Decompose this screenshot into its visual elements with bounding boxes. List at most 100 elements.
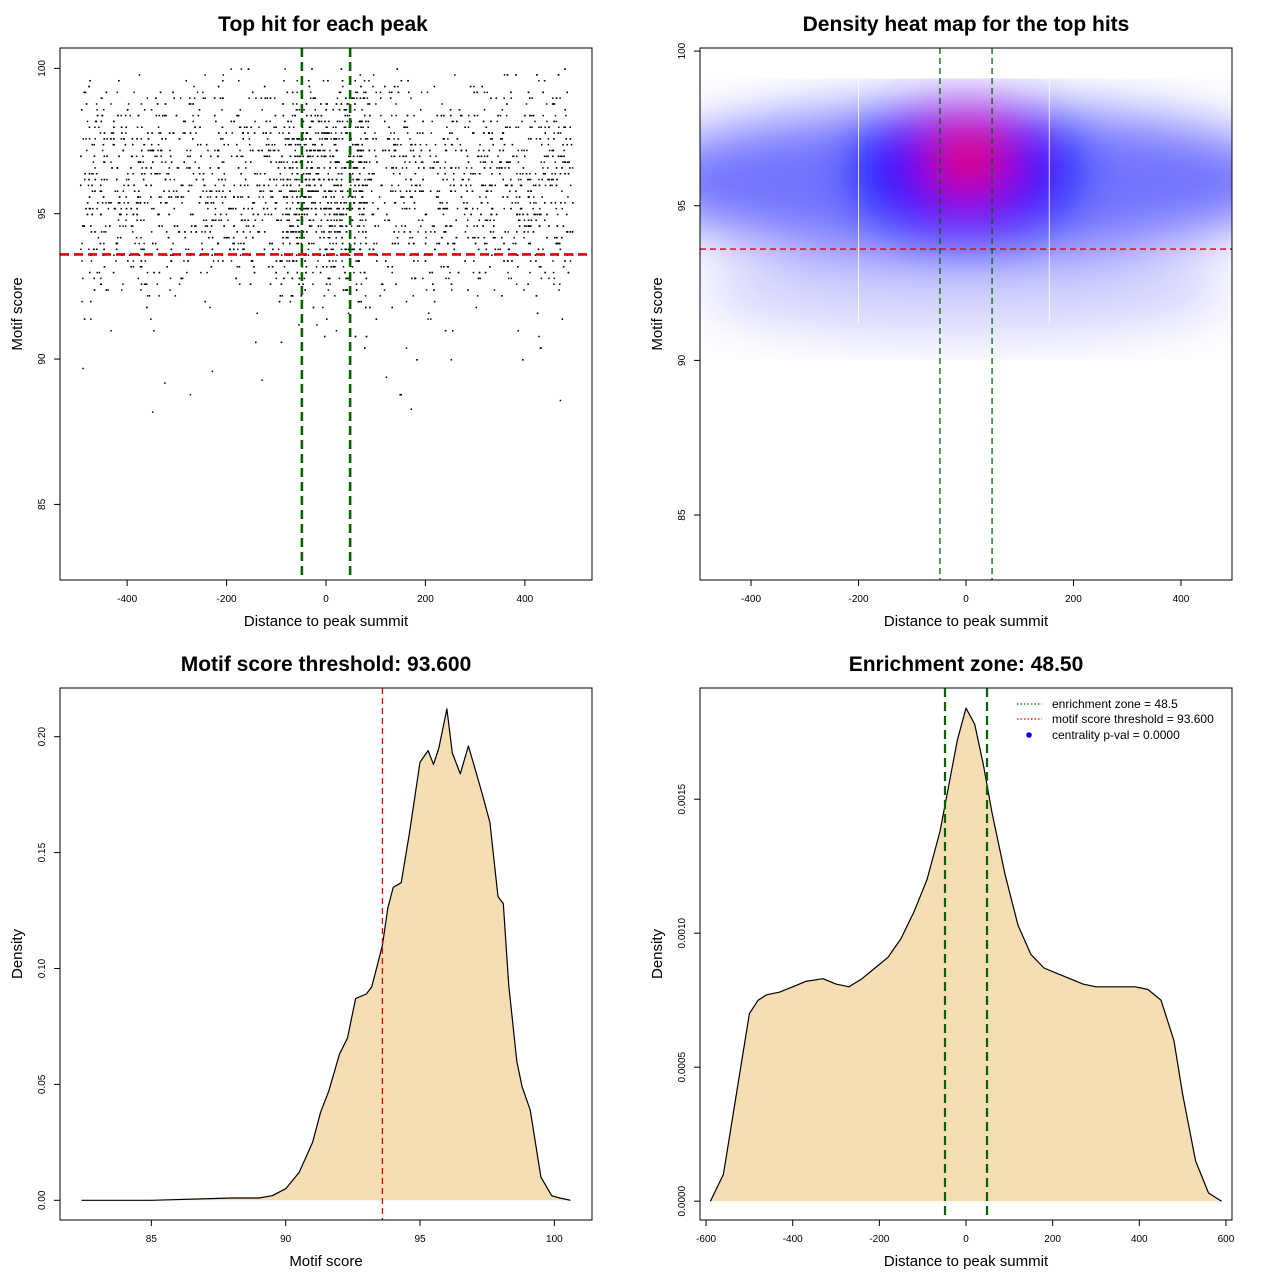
scatter-point: [561, 167, 563, 169]
scatter-point: [352, 143, 354, 146]
scatter-point: [282, 178, 285, 181]
scatter-point: [554, 161, 557, 163]
scatter-point: [519, 213, 521, 216]
scatter-point: [280, 178, 282, 181]
scatter-point: [290, 295, 293, 297]
scatter-point: [344, 126, 347, 128]
scatter-point: [559, 155, 562, 158]
scatter-point: [450, 114, 452, 117]
scatter-point: [166, 202, 168, 204]
scatter-point: [388, 126, 390, 128]
scatter-point: [323, 236, 325, 239]
scatter-point: [81, 300, 83, 303]
scatter-point: [115, 248, 118, 251]
scatter-point: [558, 126, 560, 128]
scatter-point: [328, 236, 331, 239]
scatter-point: [253, 132, 256, 134]
scatter-point: [294, 143, 297, 146]
scatter-point: [352, 196, 354, 198]
scatter-point: [112, 143, 114, 146]
scatter-point: [158, 271, 161, 274]
scatter-point: [233, 184, 235, 187]
scatter-point: [159, 173, 161, 175]
chart-title-bottom-right: Enrichment zone: 48.50: [849, 653, 1084, 676]
scatter-point: [368, 161, 371, 163]
scatter-point: [356, 225, 359, 227]
scatter-point: [567, 173, 570, 175]
scatter-point: [314, 202, 316, 204]
scatter-point: [302, 283, 304, 285]
scatter-point: [487, 132, 490, 134]
scatter-point: [305, 143, 307, 146]
scatter-point: [296, 207, 298, 210]
x-tick-label: -400: [117, 594, 137, 605]
scatter-point: [296, 167, 298, 169]
scatter-point: [551, 97, 554, 99]
scatter-point: [534, 213, 536, 216]
scatter-point: [467, 236, 469, 239]
scatter-point: [517, 178, 520, 181]
scatter-point: [283, 196, 285, 198]
scatter-point: [516, 213, 519, 216]
scatter-point: [499, 138, 502, 140]
scatter-point: [539, 207, 541, 210]
scatter-point: [411, 196, 414, 198]
scatter-point: [169, 289, 171, 291]
scatter-point: [553, 277, 556, 280]
scatter-point: [213, 97, 216, 99]
scatter-point: [173, 225, 176, 227]
scatter-point: [548, 277, 550, 280]
scatter-point: [319, 149, 322, 152]
scatter-point: [501, 109, 504, 111]
scatter-point: [369, 306, 371, 309]
chart-title-top-left: Top hit for each peak: [218, 13, 428, 36]
scatter-point: [313, 97, 316, 99]
scatter-point: [205, 219, 208, 222]
scatter-point: [195, 225, 197, 227]
scatter-point: [466, 225, 468, 227]
scatter-point: [271, 196, 274, 198]
scatter-point: [285, 236, 287, 239]
scatter-point: [176, 167, 179, 169]
scatter-point: [280, 219, 282, 222]
scatter-point: [260, 97, 263, 99]
density-peak: [941, 131, 996, 157]
scatter-point: [180, 184, 183, 187]
scatter-point: [348, 103, 350, 105]
scatter-point: [139, 266, 142, 268]
scatter-point: [414, 143, 417, 146]
scatter-point: [409, 236, 411, 239]
scatter-point: [476, 225, 479, 227]
scatter-point: [315, 213, 317, 216]
scatter-point: [541, 143, 543, 146]
scatter-point: [131, 155, 134, 158]
scatter-point: [275, 219, 278, 222]
scatter-point: [295, 161, 297, 163]
scatter-point: [86, 202, 89, 204]
scatter-point: [206, 271, 208, 274]
scatter-point: [480, 213, 482, 216]
scatter-point: [499, 173, 501, 175]
scatter-point: [333, 213, 335, 216]
scatter-point: [463, 202, 465, 204]
scatter-point: [527, 231, 529, 233]
scatter-point: [283, 126, 286, 128]
scatter-point: [353, 97, 355, 99]
scatter-point: [187, 260, 189, 262]
scatter-point: [325, 248, 328, 251]
scatter-point: [455, 219, 457, 222]
scatter-point: [329, 190, 331, 192]
scatter-point: [368, 79, 370, 82]
scatter-point: [310, 196, 312, 198]
scatter-point: [506, 196, 509, 198]
scatter-point: [140, 289, 142, 291]
scatter-point: [338, 109, 341, 111]
scatter-point: [446, 207, 449, 210]
scatter-point: [316, 324, 318, 326]
scatter-point: [419, 184, 421, 187]
scatter-point: [132, 266, 135, 268]
scatter-point: [268, 149, 270, 152]
scatter-point: [189, 132, 192, 134]
scatter-point: [357, 231, 360, 233]
scatter-point: [517, 266, 519, 268]
